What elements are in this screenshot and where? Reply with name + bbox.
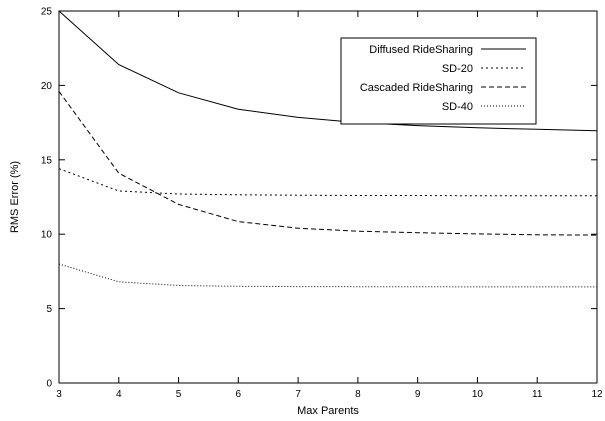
- series-line-4: [58, 263, 597, 288]
- y-tick-label: 0: [46, 379, 52, 390]
- x-tick-label: 5: [176, 389, 182, 400]
- series-line-2: [58, 168, 597, 197]
- y-axis-ticks: 0 5 10 15 20 25: [41, 7, 597, 390]
- x-tick-label: 3: [56, 389, 62, 400]
- legend-label: Diffused RideSharing: [369, 44, 473, 56]
- legend-box: [340, 37, 537, 125]
- x-tick-label: 4: [116, 389, 122, 400]
- legend-label: Cascaded RideSharing: [360, 82, 473, 94]
- y-tick-label: 20: [41, 81, 53, 92]
- x-tick-label: 12: [591, 389, 603, 400]
- series-line-1: [58, 10, 598, 132]
- series-lines: [58, 10, 598, 288]
- y-tick-label: 5: [46, 304, 52, 315]
- x-tick-label: 7: [295, 389, 301, 400]
- x-tick-label: 11: [532, 389, 543, 400]
- x-tick-label: 10: [472, 389, 484, 400]
- legend-label: SD-40: [442, 101, 473, 113]
- legend: Diffused RideSharing SD-20 Cascaded RideSh…: [340, 37, 537, 125]
- x-axis-ticks: 3 4 5 6 7 8 9 10 11 12: [56, 11, 603, 400]
- y-tick-label: 10: [41, 230, 53, 241]
- x-axis-label: Max Parents: [297, 405, 359, 417]
- y-tick-label: 15: [41, 155, 53, 166]
- legend-label: SD-20: [442, 63, 473, 75]
- series-line-3: [58, 91, 598, 236]
- x-tick-label: 8: [355, 389, 361, 400]
- x-tick-label: 9: [415, 389, 421, 400]
- x-tick-label: 6: [236, 389, 242, 400]
- plot-frame: [58, 10, 598, 384]
- y-axis-label: RMS Error (%): [9, 161, 21, 233]
- plot-area: 0 5 10 15 20 25 3 4 5 6 7 8 9 10 11 12: [41, 7, 603, 401]
- y-tick-label: 25: [41, 7, 53, 18]
